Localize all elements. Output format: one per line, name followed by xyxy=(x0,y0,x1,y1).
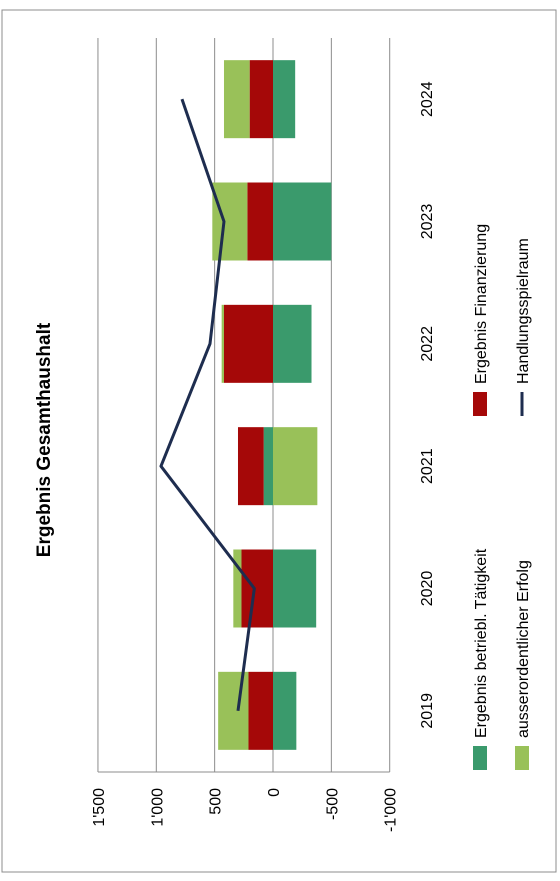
bar-segment xyxy=(264,427,273,505)
bar-segment xyxy=(273,672,296,750)
chart-title: Ergebnis Gesamthaushalt xyxy=(34,322,55,557)
category-label: 2020 xyxy=(419,571,436,607)
value-tick-label: 0 xyxy=(266,788,283,797)
bar-segment xyxy=(250,60,273,138)
value-tick-label: 500 xyxy=(208,788,225,815)
category-label: 2023 xyxy=(419,204,436,240)
legend-label: Handlungsspielraum xyxy=(515,238,532,384)
category-label: 2021 xyxy=(419,448,436,484)
bar-segment xyxy=(218,672,248,750)
bar-segment xyxy=(212,183,247,261)
legend-swatch xyxy=(473,392,487,416)
bar-segment xyxy=(238,427,264,505)
value-tick-label: -500 xyxy=(324,788,341,820)
legend-swatch xyxy=(473,746,487,770)
legend-swatch xyxy=(515,746,529,770)
category-label: 2019 xyxy=(419,693,436,729)
value-tick-label: 1'500 xyxy=(91,788,108,827)
value-tick-label: 1'000 xyxy=(149,788,166,827)
bar-segment xyxy=(224,305,273,383)
value-tick-label: -1'000 xyxy=(383,788,400,832)
bar-segment xyxy=(224,60,250,138)
bar-segment xyxy=(273,550,316,628)
bar-segment xyxy=(222,305,224,383)
bar-segment xyxy=(273,427,317,505)
legend-label: Ergebnis betriebl. Tätigkeit xyxy=(473,548,490,738)
bar-segment xyxy=(273,305,312,383)
category-label: 2024 xyxy=(419,81,436,117)
bar-segment xyxy=(241,550,273,628)
bar-segment xyxy=(273,183,331,261)
bar-segment xyxy=(248,672,273,750)
bar-segment xyxy=(247,183,273,261)
bar-segment xyxy=(273,60,295,138)
legend-label: Ergebnis Finanzierung xyxy=(473,224,490,384)
category-label: 2022 xyxy=(419,326,436,362)
legend-label: ausserordentlicher Erfolg xyxy=(515,560,532,738)
